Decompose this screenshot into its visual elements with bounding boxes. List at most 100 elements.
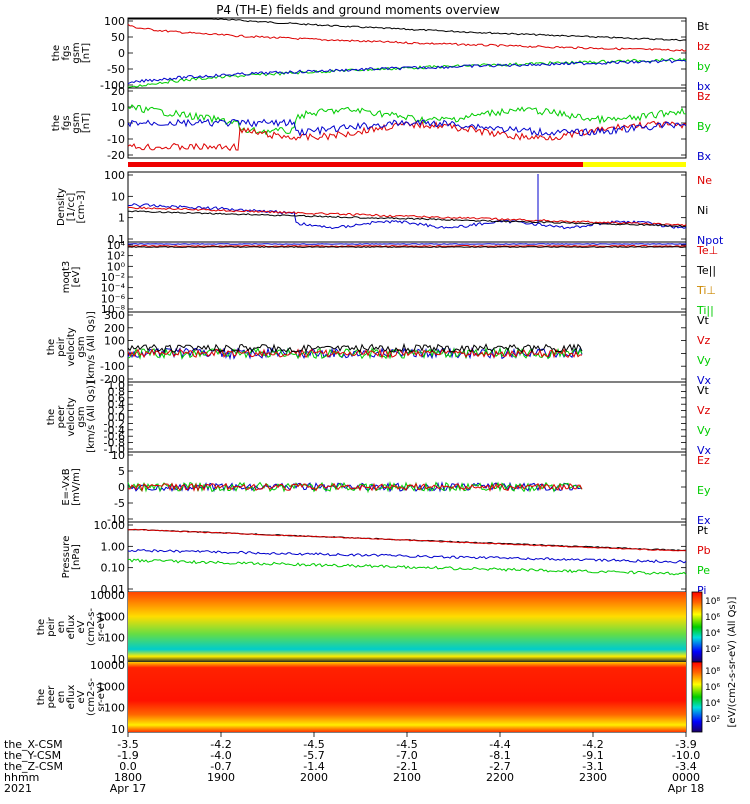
ylabel-line: [eV] — [71, 267, 82, 288]
chart-title: P4 (TH-E) fields and ground moments over… — [216, 3, 500, 17]
ylabel-temperature: moqt3[eV] — [61, 261, 82, 294]
legend-Ez: Ez — [697, 454, 710, 467]
ytick-label: -20 — [107, 149, 125, 162]
colorbar-label: [eV/(cm2-s-sr-eV) (All Qs)] — [727, 596, 738, 727]
colorbar-tick-label: 10⁶ — [705, 613, 720, 623]
ylabel-density: Density[1/cc][cm-3] — [56, 188, 87, 226]
ylabel-line: [cm-3] — [76, 190, 87, 223]
colorbar-tick-label: 10⁴ — [705, 699, 720, 709]
ylabel-line: sr-eV) — [96, 682, 107, 711]
ylabel-line: [mV/m] — [71, 468, 82, 506]
series-line — [128, 211, 686, 227]
ylabel-line: [km/s (All Qs)] — [86, 311, 97, 383]
legend-Te||: Te|| — [696, 264, 716, 277]
legend-Ti⊥: Ti⊥ — [696, 284, 716, 297]
legend-Vy: Vy — [697, 354, 711, 367]
ytick-label: 100 — [104, 335, 125, 348]
ylabel-line: [nPa] — [71, 544, 82, 570]
ytick-label: 200 — [104, 322, 125, 335]
series-line — [128, 24, 686, 51]
colorbar-tick-label: 10⁴ — [705, 629, 720, 639]
legend-Bx: Bx — [697, 150, 712, 163]
ytick-label: -100 — [100, 360, 125, 373]
date-start: Apr 17 — [110, 782, 147, 795]
colorbar-tick-label: 10² — [705, 715, 720, 725]
series-line — [128, 529, 686, 551]
series-line — [128, 19, 686, 41]
time-tick-label: 2100 — [393, 771, 421, 784]
legend-Pb: Pb — [697, 544, 711, 557]
legend-bz: bz — [697, 40, 710, 53]
ytick-label: 0 — [118, 47, 125, 60]
ytick-label: 100 — [104, 15, 125, 28]
legend-Ni: Ni — [697, 204, 708, 217]
colorbar-tick-label: 10⁸ — [705, 597, 720, 607]
colorbar-tick-label: 10² — [705, 645, 720, 655]
colorbar-tick-label: 10⁶ — [705, 683, 720, 693]
series-line — [128, 550, 686, 563]
ytick-label: 1 — [118, 212, 125, 225]
legend-Pt: Pt — [697, 524, 709, 537]
ylabel-line: sr-eV) — [96, 612, 107, 641]
legend-by: by — [697, 60, 711, 73]
panel-frame-peir_velocity — [128, 312, 686, 382]
ytick-label: 10000 — [90, 589, 125, 602]
legend-Vy: Vy — [697, 424, 711, 437]
legend-Bt: Bt — [697, 20, 710, 33]
series-line — [128, 207, 686, 226]
peir-spectrogram — [128, 592, 686, 662]
ytick-label: 0 — [118, 117, 125, 130]
legend-Vt: Vt — [697, 384, 710, 397]
time-tick-label: 1900 — [207, 771, 235, 784]
date-end: Apr 18 — [668, 782, 705, 795]
time-tick-label: 2000 — [300, 771, 328, 784]
legend-Pe: Pe — [697, 564, 710, 577]
legend-Vz: Vz — [697, 334, 711, 347]
ytick-label: 5 — [118, 465, 125, 478]
ytick-label: 1.00 — [101, 540, 126, 553]
ytick-label: 300 — [104, 309, 125, 322]
ylabel-line: [nT] — [81, 113, 92, 133]
colorbar-top — [692, 592, 702, 662]
ytick-label: -5 — [114, 497, 125, 510]
ytick-label: 10 — [111, 723, 125, 736]
legend-Bz: Bz — [697, 90, 711, 103]
panel-frame-density — [128, 172, 686, 242]
panel-frame-peer_velocity — [128, 382, 686, 452]
ylabel-line: [km/s (All Qs)] — [86, 381, 97, 453]
ytick-label: 50 — [111, 31, 125, 44]
legend-Ne: Ne — [697, 174, 712, 187]
ytick-label: 100 — [104, 169, 125, 182]
ytick-label: 100 — [104, 702, 125, 715]
peer-spectrogram — [128, 662, 686, 732]
time-tick-label: 2300 — [579, 771, 607, 784]
legend-By: By — [697, 120, 712, 133]
ytick-label: 10.00 — [94, 519, 126, 532]
ytick-label: -50 — [107, 63, 125, 76]
series-line — [128, 60, 686, 84]
panel-frame-fgs_gsm — [128, 18, 686, 88]
colorbar-tick-label: 10⁸ — [705, 667, 720, 677]
ytick-label: 10 — [111, 449, 125, 462]
legend-Te⊥: Te⊥ — [696, 244, 718, 257]
year-label: 2021 — [4, 782, 32, 795]
mode-bar-yellow — [583, 162, 686, 167]
legend-Ey: Ey — [697, 484, 711, 497]
colorbar-bottom — [692, 662, 702, 732]
ytick-label: 0 — [118, 481, 125, 494]
time-tick-label: 2200 — [486, 771, 514, 784]
series-line — [128, 58, 686, 87]
ylabel-pressure: Pressure[nPa] — [61, 536, 82, 579]
ylabel-line: [nT] — [81, 43, 92, 63]
panel-frame-temperature — [128, 242, 686, 312]
ytick-label: 0.10 — [101, 562, 126, 575]
legend-Vz: Vz — [697, 404, 711, 417]
ytick-label: 100 — [104, 632, 125, 645]
